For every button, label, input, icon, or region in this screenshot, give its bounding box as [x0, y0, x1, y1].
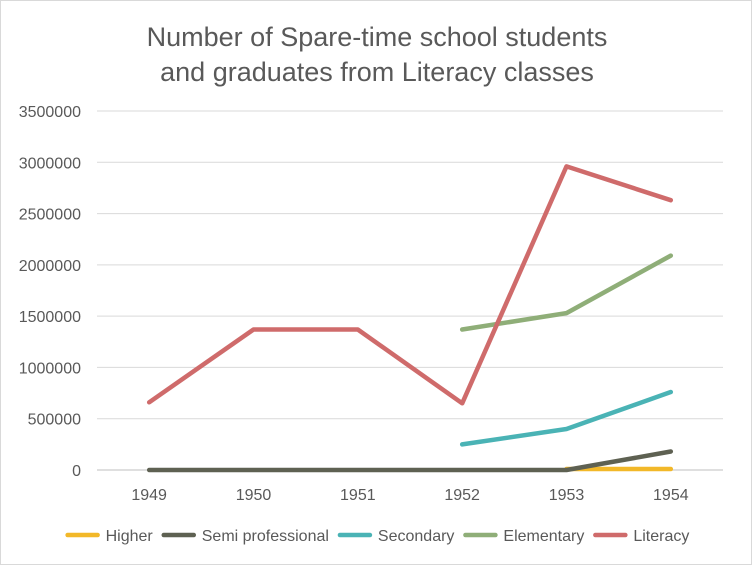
y-tick-label: 1000000 [19, 360, 81, 377]
legend-label: Secondary [378, 528, 455, 545]
legend: Higher Semi professional Secondary Elementa… [65, 528, 689, 545]
legend-label: Literacy [633, 528, 689, 545]
chart-title: Number of Spare-time school students and… [147, 22, 608, 87]
series-line-secondary [459, 389, 674, 447]
series-line-elementary [459, 253, 674, 332]
series-line-literacy [146, 164, 674, 406]
y-tick-label: 500000 [28, 412, 81, 429]
y-tick-label: 1500000 [19, 309, 81, 326]
y-tick-label: 0 [72, 463, 81, 480]
x-tick-label: 1950 [236, 487, 272, 504]
legend-item-elementary: Elementary [463, 528, 584, 545]
legend-item-secondary: Secondary [337, 528, 455, 545]
legend-item-semi-professional: Semi professional [161, 528, 329, 545]
x-tick-label: 1949 [131, 487, 167, 504]
legend-label: Higher [106, 528, 154, 545]
legend-item-literacy: Literacy [593, 528, 689, 545]
y-axis-tick-labels: 0 500000 1000000 1500000 2000000 2500000 30000… [19, 104, 81, 480]
series-lines [146, 164, 674, 473]
y-tick-label: 3500000 [19, 104, 81, 121]
x-tick-label: 1953 [549, 487, 585, 504]
chart-title-line-1: Number of Spare-time school students [147, 22, 608, 52]
legend-label: Semi professional [202, 528, 329, 545]
y-tick-label: 2500000 [19, 207, 81, 224]
y-tick-label: 2000000 [19, 258, 81, 275]
x-tick-label: 1951 [340, 487, 376, 504]
x-tick-label: 1952 [444, 487, 480, 504]
gridlines [97, 110, 723, 471]
x-tick-label: 1954 [653, 487, 689, 504]
series-line-semi-professional [146, 449, 674, 473]
y-tick-label: 3000000 [19, 155, 81, 172]
legend-label: Elementary [503, 528, 584, 545]
x-axis-tick-labels: 1949 1950 1951 1952 1953 1954 [131, 487, 688, 504]
chart-title-line-2: and graduates from Literacy classes [160, 57, 594, 87]
legend-item-higher: Higher [65, 528, 154, 545]
